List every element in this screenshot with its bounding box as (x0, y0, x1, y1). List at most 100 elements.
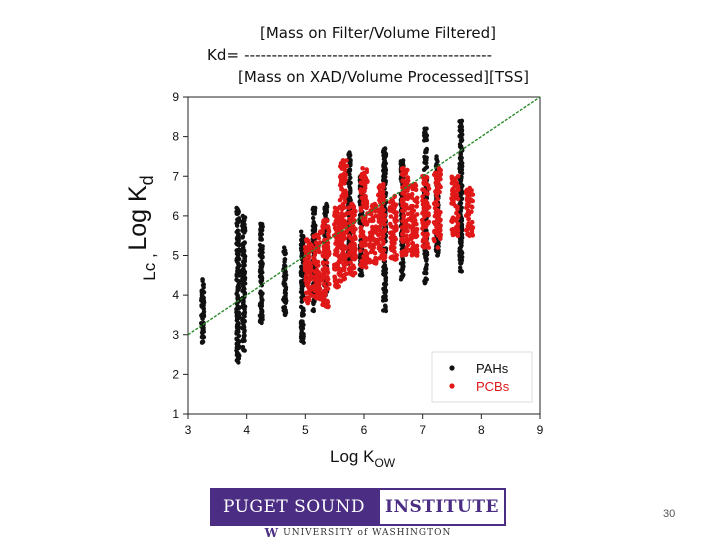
pcb-point (420, 202, 426, 207)
formula-equation-line: Kd= ------------------------------------… (207, 46, 493, 64)
pcb-point (362, 193, 367, 198)
pah-point (235, 311, 240, 316)
y-axis-label: Log Kd (124, 175, 157, 250)
pcb-point (466, 217, 471, 222)
pah-point (422, 251, 427, 257)
pcb-point (455, 215, 461, 220)
legend-label: PAHs (476, 361, 509, 376)
pah-point (458, 265, 463, 270)
pcb-point (403, 188, 408, 194)
pcb-point (352, 218, 357, 223)
pah-point (457, 124, 462, 129)
y-tick-label: 5 (172, 249, 179, 263)
pah-point (240, 221, 246, 226)
pah-point (242, 330, 247, 335)
pcb-point (394, 213, 399, 219)
x-tick-label: 9 (537, 423, 544, 437)
pah-point (283, 276, 288, 281)
pcb-point (322, 243, 327, 249)
y-tick-label: 7 (172, 169, 179, 183)
pah-point (313, 205, 318, 211)
pcb-point (394, 210, 399, 215)
pah-point (299, 229, 304, 234)
pcb-point (314, 289, 320, 295)
pah-point (347, 184, 352, 189)
pcb-point (467, 221, 473, 227)
pcb-point (326, 252, 332, 257)
pah-point (234, 229, 239, 235)
pcb-point (455, 204, 460, 210)
pah-point (199, 339, 205, 345)
pah-point (282, 312, 288, 317)
pah-point (260, 313, 265, 318)
pcb-point (455, 228, 461, 234)
pcb-point (403, 194, 409, 200)
pcb-point (316, 263, 321, 268)
y-tick-label: 9 (172, 90, 179, 104)
pah-point (324, 201, 329, 207)
pcb-point (347, 220, 353, 226)
pah-point (457, 134, 462, 139)
pah-point (234, 291, 239, 296)
pcb-point (367, 257, 372, 263)
y-axis-label-main: Log K (124, 185, 152, 251)
pcb-point (451, 178, 456, 183)
pah-point (241, 262, 246, 267)
pcb-point (360, 166, 365, 171)
pcb-point (469, 209, 474, 215)
pcb-point (358, 208, 364, 213)
pcb-point (403, 233, 409, 239)
pcb-point (367, 218, 372, 223)
pcb-point (335, 210, 340, 215)
pcb-point (465, 227, 470, 233)
pcb-point (420, 187, 425, 192)
pcb-point (349, 201, 354, 207)
pcb-point (377, 207, 383, 213)
pcb-point (449, 218, 455, 224)
pcb-point (412, 181, 418, 187)
pcb-point (305, 262, 311, 267)
pcb-point (450, 232, 456, 238)
pcb-point (339, 166, 345, 171)
uw-w-mark: W (264, 526, 280, 540)
pah-point (383, 276, 388, 282)
pah-point (240, 318, 245, 323)
pcb-point (392, 249, 397, 254)
pah-point (311, 226, 316, 231)
pcb-point (454, 210, 459, 216)
pah-point (236, 243, 242, 248)
pah-point (201, 290, 207, 295)
pcb-point (341, 162, 347, 167)
pcb-point (392, 228, 398, 234)
pah-point (424, 277, 429, 282)
pcb-point (388, 221, 393, 227)
pcb-point (320, 223, 326, 229)
pah-point (460, 161, 465, 166)
pah-point (424, 271, 429, 276)
pcb-point (321, 249, 327, 255)
pcb-point (325, 278, 330, 283)
pcb-point (450, 198, 455, 203)
pcb-point (363, 248, 368, 254)
pah-point (424, 137, 429, 143)
pcb-point (404, 239, 409, 244)
pcb-point (364, 198, 370, 204)
pcb-point (425, 205, 431, 211)
pcb-point (368, 237, 373, 243)
pah-point (235, 255, 240, 260)
pcb-point (325, 270, 331, 275)
pah-point (234, 205, 239, 211)
pah-point (259, 309, 264, 314)
pcb-point (358, 225, 364, 230)
pcb-legend-marker (449, 383, 455, 389)
pcb-point (432, 205, 438, 211)
pcb-point (420, 198, 425, 204)
pcb-point (320, 273, 326, 278)
pah-point (242, 281, 247, 286)
pcb-point (405, 167, 410, 173)
pah-point (459, 224, 464, 230)
pcb-point (370, 224, 375, 230)
pcb-point (347, 217, 352, 222)
pcb-point (320, 260, 326, 265)
